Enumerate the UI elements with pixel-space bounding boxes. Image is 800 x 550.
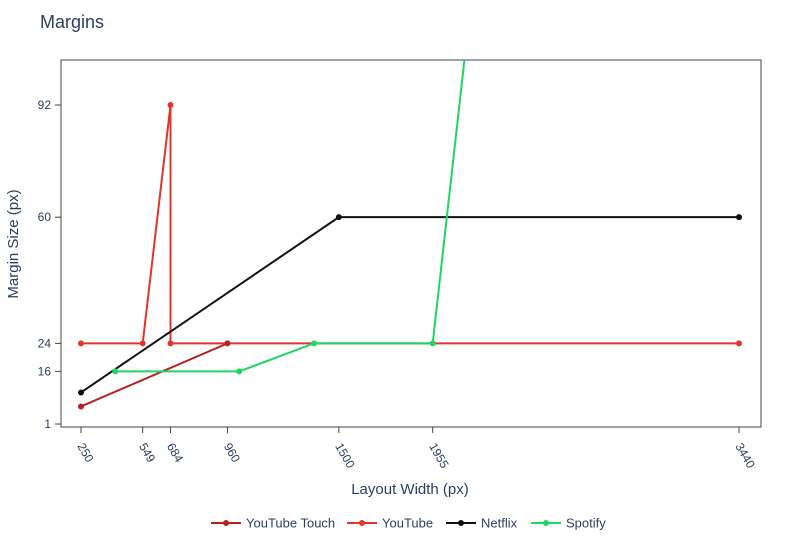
data-point-netflix [736, 214, 742, 221]
x-tick-label: 3440 [732, 441, 758, 471]
legend-label: Netflix [481, 516, 518, 531]
x-tick-label: 684 [164, 441, 186, 466]
data-point-spotify [112, 368, 119, 375]
data-point-youtube [167, 340, 174, 347]
data-point-youtube-touch [78, 403, 84, 410]
data-point-youtube [78, 340, 84, 347]
y-tick-label: 1 [44, 417, 51, 431]
legend-item-youtube[interactable]: YouTube [347, 516, 433, 531]
legend-label: YouTube Touch [246, 516, 335, 531]
x-tick-label: 250 [74, 441, 96, 466]
legend-item-youtube-touch[interactable]: YouTube Touch [211, 516, 335, 531]
series-line-youtube-touch [80, 342, 228, 408]
legend-item-spotify[interactable]: Spotify [531, 516, 606, 531]
legend-marker [223, 520, 229, 526]
x-tick-label: 960 [221, 441, 243, 466]
data-point-netflix [78, 389, 84, 396]
data-point-youtube [167, 102, 174, 108]
y-axis-label: Margin Size (px) [5, 189, 22, 298]
data-point-spotify [311, 340, 318, 347]
legend[interactable]: YouTube Touch YouTube Netflix Spotify [211, 516, 606, 531]
data-point-spotify [463, 46, 469, 52]
data-point-spotify [236, 368, 243, 375]
x-tick-label: 549 [136, 441, 158, 466]
x-tick-label: 1500 [332, 441, 358, 471]
data-point-spotify [429, 340, 436, 347]
y-tick-label: 24 [38, 336, 52, 350]
y-tick-label: 92 [38, 98, 52, 112]
legend-label: Spotify [566, 516, 606, 531]
x-axis-label: Layout Width (px) [351, 481, 469, 498]
legend-label: YouTube [382, 516, 433, 531]
data-point-youtube [736, 340, 742, 347]
y-tick-label: 60 [38, 210, 52, 224]
chart-title: Margins [40, 12, 105, 32]
data-point-netflix [335, 214, 342, 221]
data-point-youtube [139, 340, 146, 347]
legend-marker [458, 520, 464, 526]
legend-item-netflix[interactable]: Netflix [446, 516, 518, 531]
x-tick-label: 1955 [426, 441, 452, 471]
legend-marker [543, 520, 549, 526]
data-point-youtube-touch [224, 340, 231, 347]
legend-marker [359, 520, 365, 526]
y-tick-label: 16 [38, 364, 52, 378]
